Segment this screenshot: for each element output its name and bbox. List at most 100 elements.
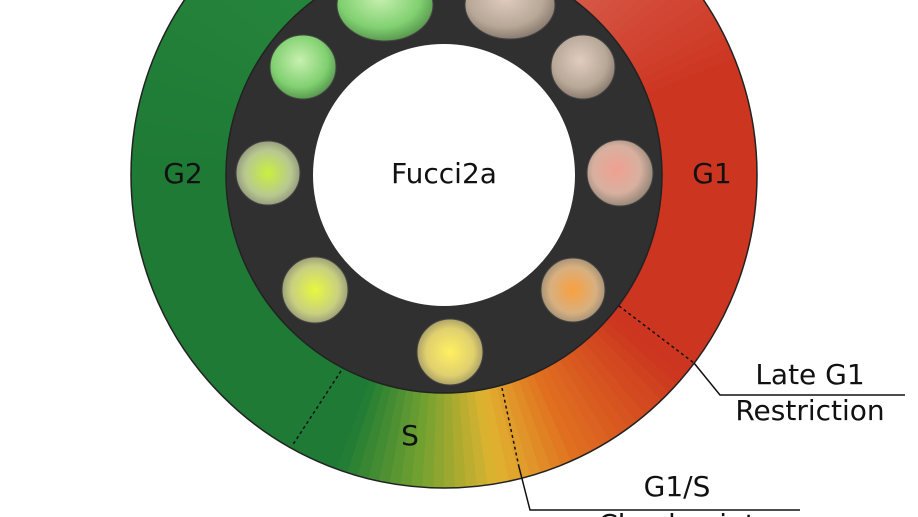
cell	[464, 0, 556, 40]
ring-segment	[509, 378, 552, 474]
divider	[501, 387, 520, 468]
cell	[416, 318, 484, 386]
ring-segment	[599, 320, 677, 394]
ring-segment	[161, 269, 253, 322]
ring-segment	[577, 0, 593, 10]
phase-label: G1	[692, 157, 732, 190]
ring-segment	[609, 308, 691, 378]
ring-segment	[631, 276, 721, 333]
ring-segment	[131, 181, 228, 197]
ring-segment	[631, 18, 722, 75]
ring-segment	[377, 387, 407, 484]
ring-segment	[172, 7, 261, 67]
ring-segment	[167, 17, 257, 74]
ring-segment	[628, 9, 716, 68]
ring-segment	[345, 381, 385, 476]
ring-segment	[131, 151, 228, 168]
ring-segment	[660, 182, 757, 199]
ring-segment	[275, 0, 300, 19]
ring-segment	[162, 26, 253, 80]
ring-segment	[132, 196, 230, 219]
ring-segment	[570, 345, 637, 430]
ring-segment	[654, 99, 751, 131]
ring-segment	[593, 325, 670, 402]
ring-segment	[652, 88, 749, 124]
ring-segment	[564, 350, 628, 436]
ring-segment	[517, 376, 562, 470]
ring-segment	[442, 391, 455, 488]
ring-segment	[465, 389, 488, 487]
ring-segment	[531, 370, 582, 462]
ring-segment	[604, 314, 684, 386]
ring-segment	[335, 378, 377, 473]
center-label: Fucci2a	[391, 157, 497, 190]
ring-segment	[638, 263, 730, 314]
ring-segment	[576, 341, 646, 423]
ring-segment	[131, 140, 229, 160]
ring-segment	[137, 97, 234, 130]
ring-segment	[235, 0, 284, 36]
leader-line	[693, 362, 905, 396]
ring-segment	[502, 381, 541, 477]
ring-segment	[249, 0, 289, 30]
phase-label: G2	[163, 157, 203, 190]
annotation: Restriction	[735, 394, 884, 427]
ring-segment	[659, 190, 757, 210]
ring-segment	[627, 283, 716, 343]
ring-segment	[582, 336, 654, 416]
ring-segment	[139, 226, 236, 262]
ring-segment	[558, 354, 620, 442]
ring-segment	[356, 383, 392, 479]
ring-segment	[295, 366, 349, 457]
ring-segment	[153, 46, 247, 94]
ring-segment	[524, 373, 572, 466]
ring-segment	[172, 282, 260, 341]
dividers	[291, 305, 905, 511]
cell	[235, 140, 301, 206]
ring-segment	[619, 0, 705, 55]
annotation: Checkpoint	[598, 508, 756, 517]
ring-segment	[140, 87, 236, 123]
cell	[586, 139, 654, 207]
ring-segment	[644, 249, 739, 294]
ring-segment	[149, 248, 243, 293]
ring-segment	[654, 220, 751, 253]
ring-segment	[262, 0, 295, 25]
ring-segment	[217, 324, 294, 401]
ring-segment	[657, 120, 755, 146]
ring-segment	[409, 390, 429, 488]
ring-segment	[388, 388, 414, 485]
ring-segment	[623, 0, 711, 61]
annotation: Late G1	[755, 358, 864, 391]
cells	[235, 0, 654, 386]
ring-segment	[650, 234, 745, 274]
ring-segment	[650, 78, 746, 117]
ring-segment	[203, 313, 283, 385]
ring-segment	[660, 164, 757, 177]
ring-segment	[450, 391, 466, 488]
ring-segment	[647, 242, 742, 284]
ring-segment	[544, 362, 601, 453]
ring-segment	[658, 197, 756, 221]
ring-segment	[588, 331, 662, 409]
phase-ring	[130, 0, 757, 488]
ring-segment	[225, 330, 299, 408]
ring-segment	[635, 270, 726, 324]
ring-segment	[473, 388, 499, 486]
ring-segment	[488, 385, 520, 482]
ring-segment	[157, 262, 249, 313]
ring-segment	[233, 335, 305, 415]
ring-segment	[220, 0, 279, 42]
ring-segment	[267, 354, 330, 441]
cell	[550, 34, 616, 100]
ring-segment	[366, 385, 399, 482]
ring-segment	[276, 358, 336, 447]
ring-segment	[420, 391, 437, 488]
ring-segment	[656, 212, 753, 242]
ring-segment	[660, 153, 757, 169]
ring-segment	[656, 109, 753, 139]
ring-segment	[250, 345, 317, 429]
center-disc	[313, 44, 575, 306]
